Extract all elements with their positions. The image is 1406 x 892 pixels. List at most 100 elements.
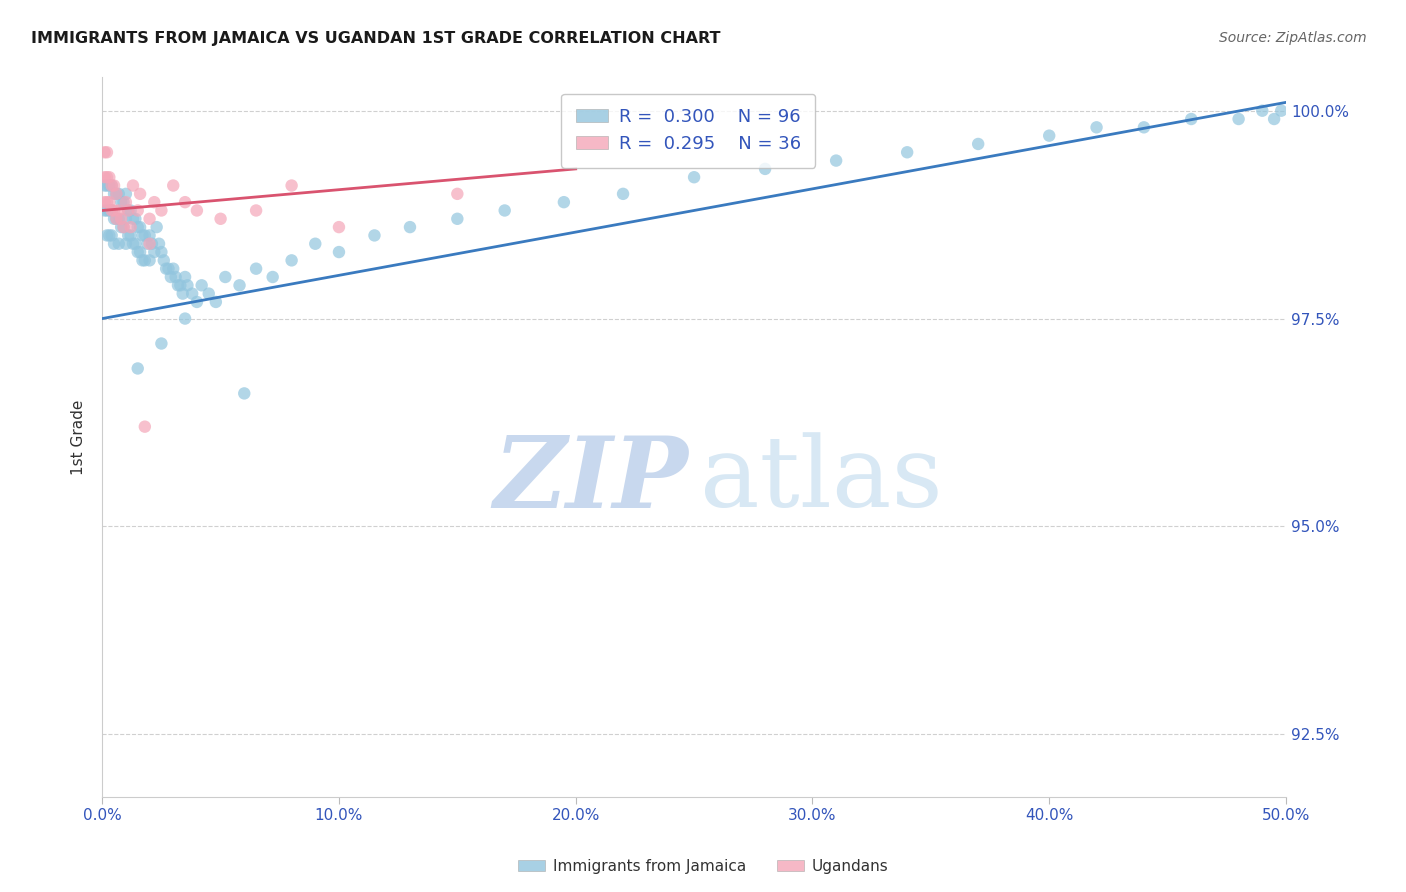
Point [328,220,350,235]
Point [197,286,219,301]
Point [245,261,267,276]
Point [100,178,122,193]
Point [205,294,228,309]
Point [98,170,121,185]
Point [138,211,160,226]
Point [176,278,198,293]
Point [1085,120,1108,135]
Point [1227,112,1250,126]
Point [122,178,145,193]
Point [122,211,145,226]
Point [127,361,149,376]
Point [110,211,132,226]
Point [124,236,146,251]
Point [233,386,256,401]
Point [399,220,422,235]
Y-axis label: 1st Grade: 1st Grade [72,400,86,475]
Point [141,236,163,251]
Point [825,153,848,168]
Point [127,203,149,218]
Point [115,195,138,210]
Point [280,178,302,193]
Point [93,195,115,210]
Point [110,195,132,210]
Point [131,253,153,268]
Point [167,278,190,293]
Point [115,186,138,201]
Point [124,211,146,226]
Point [112,195,135,210]
Point [93,178,115,193]
Point [150,245,173,260]
Point [107,203,129,218]
Point [117,228,139,243]
Point [107,186,129,201]
Point [245,203,267,218]
Point [446,211,468,226]
Point [100,203,122,218]
Point [96,203,118,218]
Point [103,211,125,226]
Point [120,220,142,235]
Point [155,261,177,276]
Point [96,145,118,160]
Point [93,203,115,218]
Point [136,236,159,251]
Point [1251,103,1274,118]
Point [328,245,350,260]
Point [1038,128,1060,143]
Point [98,203,121,218]
Point [122,236,145,251]
Point [98,228,121,243]
Point [143,195,166,210]
Point [112,220,135,235]
Point [138,236,160,251]
Point [134,228,156,243]
Point [100,228,122,243]
Point [120,203,142,218]
Point [1263,112,1285,126]
Point [120,228,142,243]
Point [103,203,125,218]
Point [172,286,194,301]
Point [127,245,149,260]
Point [446,186,468,201]
Point [262,270,284,285]
Point [129,245,152,260]
Point [98,178,121,193]
Point [165,270,187,285]
Point [967,136,990,151]
Point [896,145,918,160]
Point [103,186,125,201]
Point [103,178,125,193]
Text: atlas: atlas [700,433,943,528]
Point [131,228,153,243]
Point [105,186,128,201]
Point [280,253,302,268]
Point [117,203,139,218]
Point [494,203,516,218]
Point [190,278,212,293]
Point [129,220,152,235]
Point [148,236,170,251]
Point [112,220,135,235]
Point [98,195,121,210]
Point [145,220,167,235]
Point [96,228,118,243]
Point [174,195,197,210]
Point [96,195,118,210]
Point [169,278,191,293]
Point [117,203,139,218]
Point [1180,112,1202,126]
Point [754,161,776,176]
Point [138,228,160,243]
Point [129,186,152,201]
Point [105,211,128,226]
Text: Source: ZipAtlas.com: Source: ZipAtlas.com [1219,31,1367,45]
Text: ZIP: ZIP [494,432,688,528]
Point [105,211,128,226]
Point [107,236,129,251]
Point [110,220,132,235]
Point [152,253,174,268]
Point [115,236,138,251]
